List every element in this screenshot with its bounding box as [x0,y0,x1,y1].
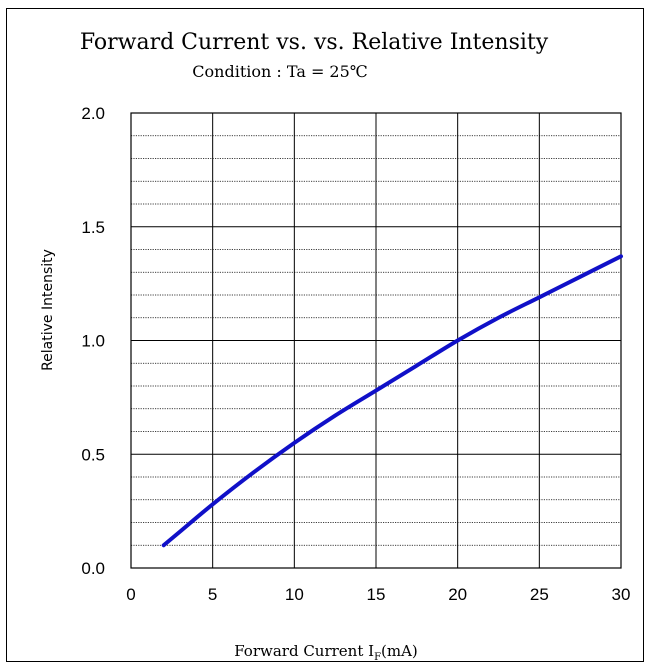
y-tick-labels: 0.0 0.5 1.0 1.5 2.0 [81,104,105,578]
x-axis-label: Forward Current IF(mA) [234,642,418,663]
x-axis-label-main: Forward Current I [234,642,374,660]
x-tick-label: 30 [612,585,631,604]
chart-frame [6,8,644,662]
plot-border [130,112,622,569]
x-tick-label: 0 [126,585,135,604]
series-group [161,254,623,548]
x-tick-labels: 0 5 10 15 20 25 30 [126,585,630,604]
y-tick-label: 0.5 [81,445,105,464]
chart-title: Forward Current vs. vs. Relative Intensi… [80,30,549,55]
x-tick-label: 25 [530,585,549,604]
grid [130,112,622,569]
chart-subtitle: Condition : Ta = 25℃ [192,62,367,81]
x-tick-label: 10 [285,585,304,604]
x-tick-label: 20 [448,585,467,604]
y-axis-label: Relative Intensity [40,249,56,371]
y-tick-label: 1.5 [81,218,105,237]
x-tick-label: 5 [208,585,217,604]
y-tick-label: 2.0 [81,104,105,123]
y-tick-label: 0.0 [81,559,105,578]
x-tick-label: 15 [367,585,386,604]
x-axis-label-subscript: F [374,652,381,663]
x-axis-label-unit: (mA) [381,642,418,660]
series-line [161,254,623,548]
y-tick-label: 1.0 [81,332,105,351]
